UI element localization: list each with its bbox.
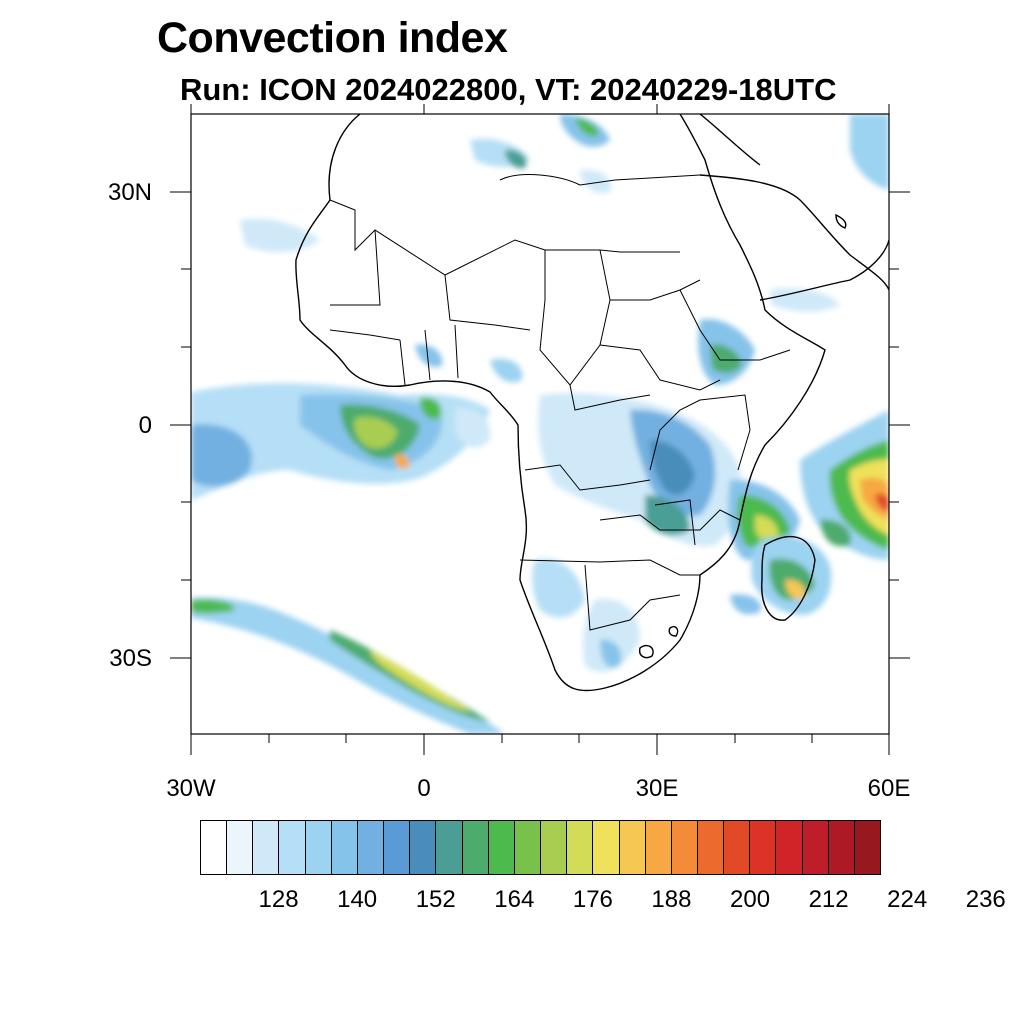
colorbar-box [357, 821, 385, 874]
colorbar-box [436, 821, 463, 874]
colorbar-label: 164 [494, 886, 535, 913]
y-tick-label-30s: 30S [109, 645, 152, 672]
country-borders [329, 174, 791, 631]
axis-ticks [170, 104, 910, 755]
colorbar-label: 140 [337, 886, 378, 913]
x-tick-label-0: 0 [417, 775, 431, 802]
colorbar-box [201, 821, 228, 874]
colorbar-box [750, 821, 777, 874]
x-tick-label-60e: 60E [867, 775, 911, 802]
colorbar-label: 188 [651, 886, 692, 913]
colorbar-label: 176 [572, 886, 613, 913]
colorbar-box [567, 821, 594, 874]
colorbar [200, 820, 881, 875]
colorbar-label: 212 [808, 886, 849, 913]
colorbar-labels: 128 140 152 164 176 188 200 212 224 236 [200, 886, 1006, 920]
plot-frame [190, 113, 890, 735]
colorbar-box [331, 821, 358, 874]
colorbar-box [619, 821, 646, 874]
colorbar-box [724, 821, 751, 874]
colorbar-label: 128 [258, 886, 299, 913]
colorbar-box [828, 821, 855, 874]
colorbar-box [462, 821, 489, 874]
chart-title: Convection index [157, 14, 508, 62]
colorbar-label: 200 [730, 886, 771, 913]
colorbar-box [645, 821, 672, 874]
coastlines [295, 114, 889, 692]
colorbar-box [776, 821, 803, 874]
colorbar-box [384, 821, 411, 874]
colorbar-box [697, 821, 725, 874]
colorbar-label: 224 [887, 886, 928, 913]
colorbar-box [541, 821, 568, 874]
colorbar-box [854, 821, 881, 874]
colorbar-box [227, 821, 254, 874]
colorbar-box [488, 821, 515, 874]
colorbar-box [279, 821, 306, 874]
y-tick-label-30n: 30N [107, 179, 152, 206]
colorbar-box [671, 821, 698, 874]
colorbar-box [253, 821, 280, 874]
colorbar-box [514, 821, 542, 874]
colorbar-box [802, 821, 829, 874]
y-tick-label-0: 0 [138, 412, 152, 439]
chart-subtitle: Run: ICON 2024022800, VT: 20240229-18UTC [180, 72, 837, 107]
x-tick-label-30e: 30E [635, 775, 679, 802]
x-tick-label-30w: 30W [166, 775, 216, 802]
convection-field [191, 114, 889, 734]
colorbar-label: 152 [415, 886, 456, 913]
colorbar-label: 236 [965, 886, 1006, 913]
colorbar-box [410, 821, 437, 874]
colorbar-box [305, 821, 332, 874]
colorbar-box [593, 821, 620, 874]
